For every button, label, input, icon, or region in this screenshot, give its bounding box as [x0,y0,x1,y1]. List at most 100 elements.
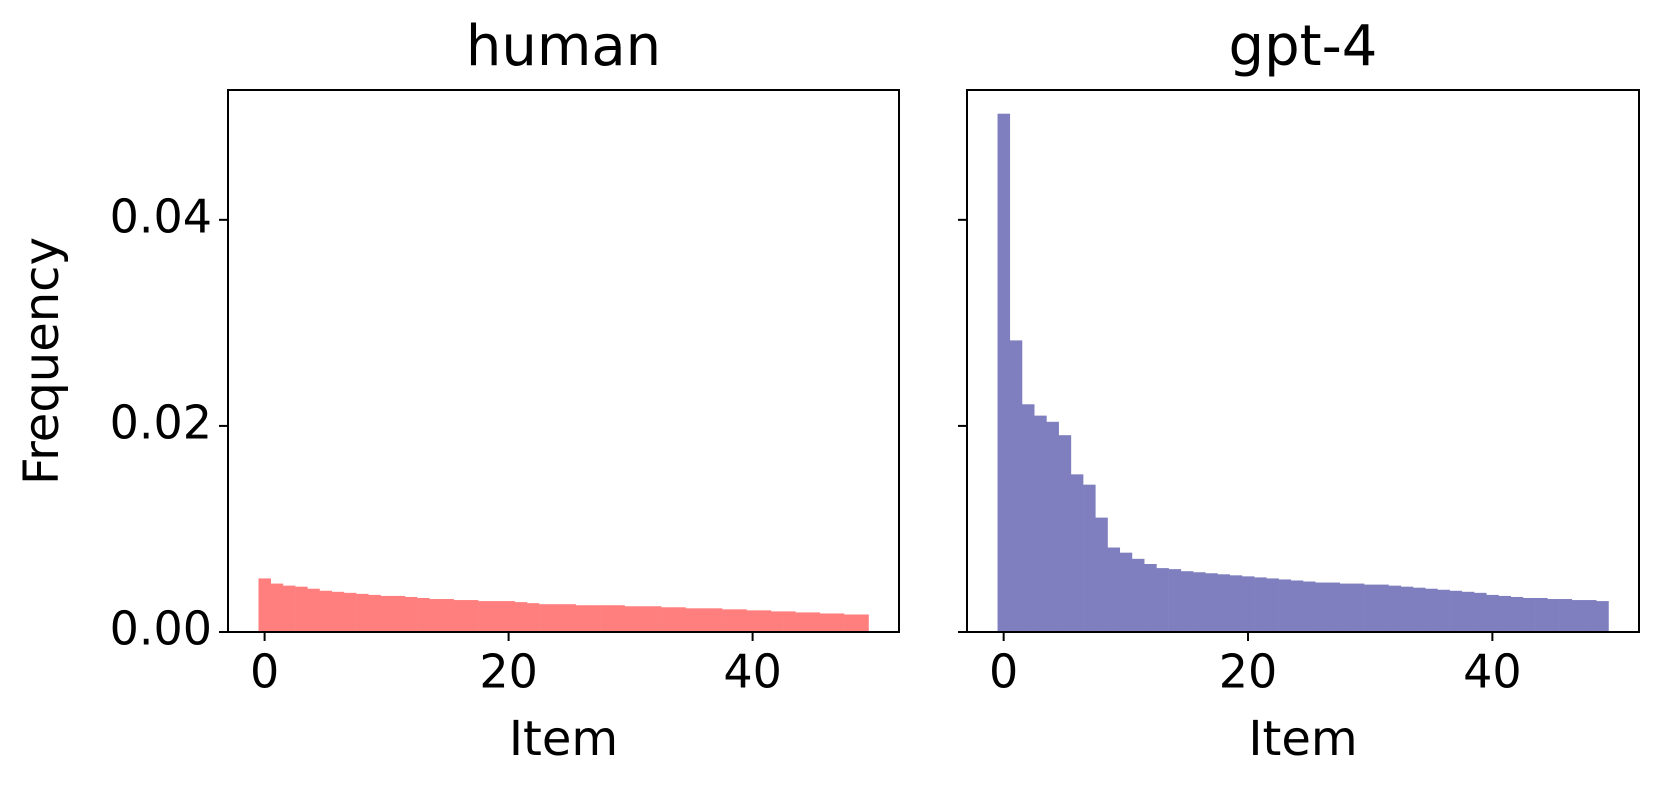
y-tick-label: 0.00 [110,602,212,656]
bar [295,586,308,632]
y-tick-label: 0.04 [110,189,212,243]
bar [514,602,528,632]
bar [1278,579,1292,632]
bar [1168,569,1182,632]
bar [526,603,540,632]
bar [673,607,686,632]
bar [575,605,589,632]
bar [783,611,796,632]
bar [807,612,820,632]
bar [1425,588,1438,632]
axes-frame [966,89,1640,633]
bar [1058,435,1072,632]
bar [819,613,833,632]
bar [1095,517,1108,632]
bar [1156,568,1169,632]
bar [1596,601,1609,632]
x-tick-label: 0 [989,645,1018,699]
bar [1119,552,1133,632]
bar [1400,586,1414,632]
bar [844,614,857,632]
bar [648,606,662,632]
bar [1205,573,1218,632]
subplot-title: human [466,14,661,79]
bar [1193,572,1206,632]
bar [587,605,601,632]
bar [1449,590,1463,632]
x-tick-label: 20 [1219,645,1278,699]
bar [661,607,674,632]
bar [1547,599,1560,632]
bar [417,597,430,632]
bar [429,599,442,632]
bar [1107,547,1121,632]
bar [1351,583,1365,632]
bar [307,588,320,632]
bar [734,609,747,632]
x-tick-label: 40 [1463,645,1522,699]
subplot-title: gpt-4 [1229,14,1378,79]
bar [1339,583,1353,632]
bar [368,594,381,632]
bar [1535,597,1548,632]
bar [612,605,625,632]
bar [856,614,869,632]
bar [465,600,479,632]
bar [1461,591,1475,632]
bar [392,595,406,632]
bar [1266,578,1279,632]
bar [478,601,491,632]
bar [1034,415,1047,632]
bar [1131,558,1145,632]
bar [404,596,418,632]
y-tick-label: 0.02 [110,395,212,449]
bar [331,591,345,632]
bar [490,601,503,632]
bar [1327,582,1340,632]
bar [1437,589,1450,632]
bar [624,606,637,632]
bar [709,608,723,632]
bar [1303,581,1316,632]
bar [319,590,332,632]
bar [1498,595,1512,632]
bar [697,608,711,632]
bar [380,595,393,632]
bar [1388,585,1402,632]
bar [685,608,698,632]
bar [1364,584,1377,632]
bar [1412,587,1426,632]
y-axis-label: Frequency [14,237,70,485]
bar [1180,571,1194,632]
bar [551,604,564,632]
bar [1315,582,1328,632]
bar [746,610,759,632]
bar [831,613,845,632]
bar [997,113,1011,632]
bar [1486,594,1499,632]
bar [1254,577,1267,632]
bar [1510,596,1524,632]
bar [1559,599,1573,632]
bar [1571,600,1585,632]
x-tick-label: 40 [723,645,782,699]
bar [502,601,515,632]
bar [1522,597,1536,632]
bar [270,583,284,632]
bar [1083,484,1096,632]
bar [356,593,369,632]
bar [1009,340,1023,632]
bar [1021,404,1035,632]
bar [539,604,552,632]
bar [1070,474,1084,632]
bar [1241,576,1255,632]
bar [258,578,271,632]
bar [600,605,613,632]
bar [636,606,650,632]
bar [770,611,784,632]
x-axis-label: Item [1248,711,1357,767]
bar [1290,580,1304,632]
bar [563,604,576,632]
x-tick-label: 20 [479,645,538,699]
